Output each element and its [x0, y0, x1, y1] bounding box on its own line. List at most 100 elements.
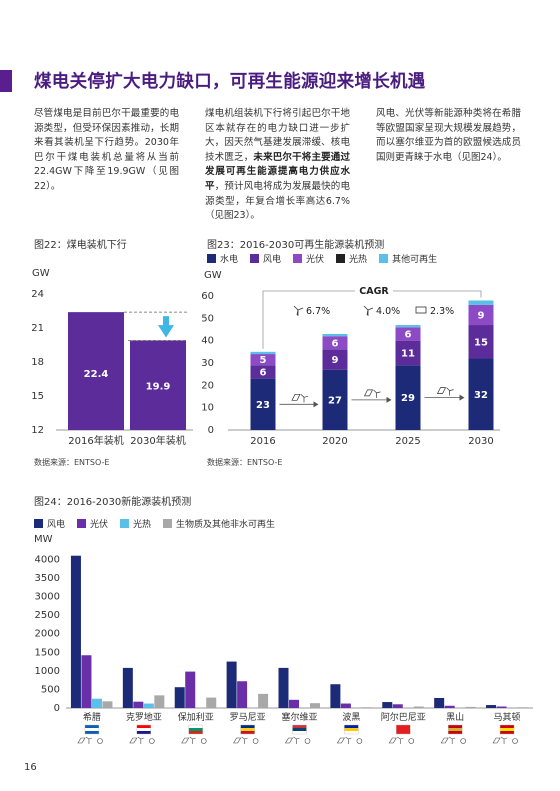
- fig22-ytick: 21: [31, 323, 44, 334]
- fig23-bar-segment: [468, 325, 494, 359]
- fig23-xtick: 2020: [322, 436, 347, 447]
- fig23-cagr-label: CAGR: [359, 286, 389, 297]
- fig24-legend-swatch: [77, 519, 87, 528]
- fig23-value-label: 6: [332, 338, 339, 349]
- solar-panel-icon: [363, 389, 374, 397]
- fig24-bar: [70, 555, 81, 708]
- fig24-bar: [122, 667, 133, 708]
- fig24-legend-label: 光热: [133, 520, 152, 530]
- renewable-icons: [77, 736, 103, 744]
- fig23-legend-swatch: [293, 254, 303, 263]
- fig24-xtick: 克罗地亚: [126, 711, 162, 723]
- fig24-bar: [226, 661, 237, 708]
- fig24-bar: [444, 705, 455, 708]
- fig24-bar: [340, 703, 351, 708]
- fig24-bar: [465, 706, 476, 708]
- fig22-down-arrow-shaft: [163, 316, 169, 327]
- fig24-chart: MW 4000 3500 3000 2500 2000 1500 1000 500 0 希腊 克罗地亚…: [34, 534, 533, 744]
- renewable-icons: [233, 736, 259, 744]
- wind-turbine-icon: [373, 389, 381, 398]
- fig24-bar: [382, 702, 393, 708]
- fig24-ytick: 2500: [35, 610, 60, 621]
- fig24-legend-item: 风电: [34, 517, 65, 530]
- fig23-cagr-value: 4.0%: [376, 306, 400, 317]
- fig23-legend: 水电 风电 光伏 光热 其他可再生: [207, 252, 449, 265]
- fig24-ytick: 3000: [35, 592, 60, 603]
- fig23-bar-segment: [468, 304, 494, 326]
- paragraph-3: 风电、光伏等新能源种类将在希腊等欧盟国家呈现大规模发展趋势，而以塞尔维亚为首的欧…: [376, 108, 521, 163]
- fig24-xtick: 黑山: [446, 712, 464, 723]
- fig23-xtick: 2016: [250, 436, 275, 447]
- fig23-bar-segment: [322, 349, 348, 370]
- renewable-icons: [440, 736, 466, 744]
- fig24-legend-label: 生物质及其他非水可再生: [176, 520, 276, 530]
- fig23-value-label: 15: [474, 337, 488, 348]
- fig24-bar: [361, 707, 372, 708]
- fig24-ytick: 4000: [35, 554, 60, 565]
- country-flag-icon: [292, 724, 307, 735]
- fig24-legend-swatch: [120, 519, 130, 528]
- fig23-value-label: 27: [328, 395, 342, 406]
- country-flag-icon: [396, 724, 411, 735]
- fig24-legend-item: 光热: [120, 517, 151, 530]
- renewable-icons: [336, 736, 363, 744]
- fig24-bar: [258, 693, 269, 708]
- fig22-chart: GW 24 21 18 15 12 22.4 2016年装机 19.9 2030年装机: [31, 268, 193, 447]
- fig23-ytick: 60: [201, 291, 214, 302]
- fig22-ytick: 24: [31, 289, 44, 300]
- fig23-bar-segment: [250, 351, 276, 355]
- fig24-bar: [496, 706, 507, 708]
- fig22-value-label: 22.4: [84, 369, 109, 380]
- country-flag-icon: [499, 724, 515, 735]
- fig23-bar-segment: [250, 354, 276, 366]
- fig24-legend: 风电 光伏 光热 生物质及其他非水可再生: [34, 517, 287, 530]
- country-flag-icon: [344, 724, 359, 735]
- fig23-value-label: 23: [256, 400, 270, 411]
- fig22-ytick: 12: [31, 425, 44, 436]
- fig23-legend-label: 其他可再生: [392, 255, 438, 265]
- page-number: 16: [24, 762, 37, 773]
- fig23-legend-swatch: [250, 254, 260, 263]
- country-flag-icon: [84, 724, 100, 735]
- fig23-source: 数据来源：ENTSO-E: [207, 458, 283, 467]
- fig22-ytick: 18: [31, 357, 44, 368]
- country-flag-icon: [188, 724, 203, 735]
- fig22-unit: GW: [32, 268, 50, 279]
- fig24-bar: [434, 697, 445, 708]
- fig23-cagr-value: 2.3%: [430, 306, 454, 317]
- renewable-icons: [284, 736, 311, 744]
- solar-panel-icon: [415, 306, 427, 314]
- fig24-xtick: 塞尔维亚: [281, 711, 317, 723]
- fig24-ytick: 3500: [35, 573, 60, 584]
- renewable-icons: [492, 736, 518, 744]
- fig23-bar-segment: [395, 340, 421, 366]
- fig22-caption: 图22：煤电装机下行: [34, 240, 127, 251]
- fig23-legend-label: 水电: [220, 255, 239, 265]
- fig23-legend-label: 光伏: [306, 255, 325, 265]
- fig24-bar: [174, 687, 185, 708]
- fig24-xtick: 阿尔巴尼亚: [381, 711, 426, 723]
- fig24-bar: [486, 705, 497, 708]
- fig24-bar: [206, 697, 217, 708]
- fig22-xtick: 2016年装机: [68, 434, 123, 447]
- fig23-value-label: 32: [474, 390, 488, 401]
- fig24-xtick: 波黑: [342, 711, 360, 723]
- fig23-value-label: 11: [401, 348, 415, 359]
- fig23-legend-item: 光热: [336, 252, 367, 265]
- wind-turbine-icon: [363, 305, 374, 316]
- fig24-bar: [413, 706, 424, 708]
- renewable-icons: [388, 736, 415, 744]
- fig23-value-label: 6: [260, 367, 267, 378]
- fig23-bar-segment: [322, 333, 348, 337]
- fig24-bar: [310, 703, 320, 708]
- fig23-arrow-head-icon: [386, 396, 392, 403]
- wind-turbine-icon: [293, 305, 304, 316]
- fig24-xtick: 罗马尼亚: [230, 712, 266, 723]
- fig24-ytick: 1500: [35, 647, 60, 658]
- fig24-bar: [517, 707, 528, 708]
- fig24-bar: [91, 698, 102, 708]
- fig24-bar: [81, 655, 92, 708]
- title-accent-bar: [0, 70, 12, 92]
- renewable-icons: [181, 736, 207, 744]
- solar-panel-icon: [291, 393, 301, 401]
